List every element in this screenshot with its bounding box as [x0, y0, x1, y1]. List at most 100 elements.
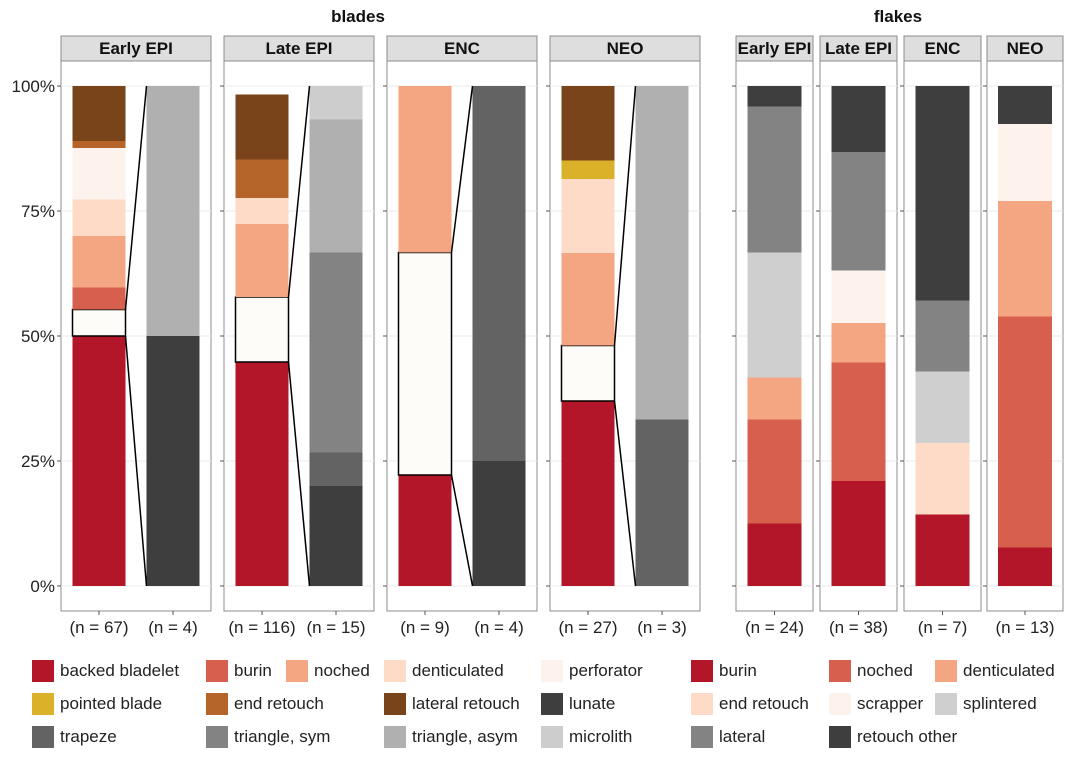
legend-swatch [541, 660, 563, 682]
legend-swatch [829, 726, 851, 748]
bar-segment [309, 86, 363, 120]
x-tick-label: (n = 7) [918, 618, 968, 637]
bar-segment [747, 252, 802, 378]
legend-item: microlith [541, 723, 632, 751]
bar-segment [747, 419, 802, 524]
bar-segment [831, 362, 886, 481]
connector-line [450, 85, 474, 253]
legend-label: retouch other [857, 727, 958, 746]
bar-segment [561, 86, 615, 161]
bar-segment [915, 443, 970, 515]
bar-segment [309, 486, 363, 586]
bar-segment [561, 401, 615, 586]
legend-label: end retouch [234, 694, 324, 713]
legend-swatch [32, 726, 54, 748]
bar-segment [915, 514, 970, 586]
bar-segment [747, 523, 802, 586]
bar-segment [831, 481, 886, 586]
legend-label: scrapper [857, 694, 924, 713]
legend-label: burin [234, 661, 272, 680]
y-tick-label: 75% [21, 202, 55, 221]
bar-segment [309, 119, 363, 253]
legend-item: retouch other [829, 723, 957, 751]
legend-label: triangle, sym [234, 727, 331, 746]
legend-label: triangle, asym [412, 727, 518, 746]
bar-segment [398, 86, 452, 253]
bar-segment [235, 362, 289, 586]
connector-line [124, 335, 148, 587]
legend-swatch [206, 660, 228, 682]
panel-title: Early EPI [99, 39, 173, 58]
legend-item: triangle, asym [384, 723, 518, 751]
legend-item: splintered [935, 690, 1037, 718]
panel-title: Late EPI [825, 39, 892, 58]
bar-segment [72, 148, 126, 200]
legend-item: denticulated [935, 657, 1055, 685]
bar-segment [998, 201, 1052, 317]
bar-segment [472, 86, 526, 461]
x-tick-label: (n = 13) [995, 618, 1054, 637]
panel-strip [986, 35, 1064, 62]
group-title: blades [331, 7, 385, 26]
chart-area: 0% 25% 50% 75% 100% blades Early EPI (n = 67) (n… [12, 7, 1064, 637]
bar-segment [998, 124, 1052, 201]
panel-title: ENC [444, 39, 480, 58]
legend-label: lunate [569, 694, 616, 713]
y-tick-label: 50% [21, 327, 55, 346]
bar-segment [72, 336, 126, 586]
legend-label: denticulated [963, 661, 1055, 680]
connector-line [613, 85, 637, 346]
legend-swatch [541, 693, 563, 715]
legend-swatch [286, 660, 308, 682]
panel-strip [223, 35, 375, 62]
x-tick-label: (n = 15) [306, 618, 365, 637]
panel-strip [549, 35, 701, 62]
bar-segment [747, 377, 802, 420]
bar-segment [831, 152, 886, 271]
legend-item: triangle, sym [206, 723, 330, 751]
legend-swatch [384, 693, 406, 715]
bar-segment [915, 371, 970, 443]
y-tick-label: 100% [12, 77, 55, 96]
bar-segment [234, 296, 290, 363]
panel-title: Early EPI [738, 39, 812, 58]
panel-strip [60, 35, 212, 62]
legend-item: lateral retouch [384, 690, 520, 718]
bar-segment [72, 141, 126, 148]
legend-swatch [691, 726, 713, 748]
legend-item: perforator [541, 657, 643, 685]
x-tick-label: (n = 67) [69, 618, 128, 637]
bar-segment [146, 336, 200, 586]
bar-segment [72, 86, 126, 141]
connector-line [287, 361, 311, 587]
connector-line [613, 400, 637, 587]
legend-swatch [935, 693, 957, 715]
bar-segment [915, 300, 970, 372]
legend-swatch [935, 660, 957, 682]
legend-item: burin [691, 657, 757, 685]
bar-segment [561, 179, 615, 253]
legend-item: noched [829, 657, 913, 685]
legend-swatch [541, 726, 563, 748]
legend-label: splintered [963, 694, 1037, 713]
panel-strip [903, 35, 982, 62]
legend-label: trapeze [60, 727, 117, 746]
legend-item: denticulated [384, 657, 504, 685]
panel-title: Late EPI [265, 39, 332, 58]
connector-line [287, 85, 311, 298]
legend-label: burin [719, 661, 757, 680]
x-tick-label: (n = 116) [228, 618, 295, 637]
legend-swatch [384, 726, 406, 748]
bar-segment [72, 236, 126, 288]
panel-title: NEO [607, 39, 644, 58]
legend-swatch [384, 660, 406, 682]
x-tick-label: (n = 27) [558, 618, 617, 637]
bar-segment [71, 308, 127, 337]
y-tick-label: 0% [30, 577, 55, 596]
legend-swatch [829, 660, 851, 682]
legend-item: backed bladelet [32, 657, 179, 685]
bar-segment [998, 86, 1052, 124]
legend-item: end retouch [206, 690, 324, 718]
legend-swatch [32, 693, 54, 715]
bar-segment [309, 452, 363, 486]
